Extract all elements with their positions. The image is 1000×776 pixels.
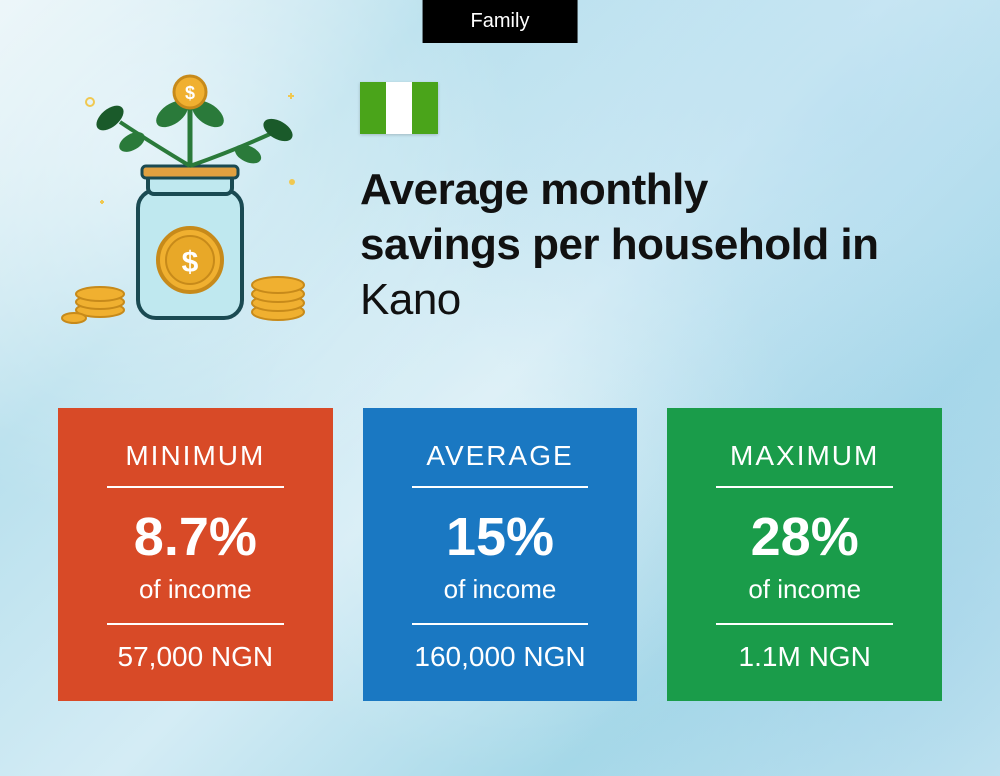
divider: [716, 486, 893, 488]
nigeria-flag-icon: [360, 82, 438, 134]
page-title: Average monthly savings per household in…: [360, 162, 940, 327]
card-label: AVERAGE: [387, 440, 614, 472]
card-sub: of income: [387, 574, 614, 605]
svg-text:$: $: [185, 83, 195, 103]
svg-text:$: $: [182, 246, 199, 279]
title-line-2: savings per household in: [360, 220, 879, 269]
card-maximum: MAXIMUM 28% of income 1.1M NGN: [667, 408, 942, 701]
card-amount: 1.1M NGN: [691, 641, 918, 673]
header-row: $ $ Avera: [60, 72, 940, 332]
card-label: MAXIMUM: [691, 440, 918, 472]
card-percent: 28%: [691, 506, 918, 568]
card-average: AVERAGE 15% of income 160,000 NGN: [363, 408, 638, 701]
card-amount: 57,000 NGN: [82, 641, 309, 673]
card-label: MINIMUM: [82, 440, 309, 472]
divider: [107, 623, 284, 625]
card-amount: 160,000 NGN: [387, 641, 614, 673]
sparkle-icon: [86, 98, 94, 106]
coin-stack-right-icon: [252, 277, 304, 320]
sparkle-icon: [289, 179, 295, 185]
plant-icon: $: [92, 76, 296, 167]
category-badge: Family: [423, 0, 578, 43]
divider: [412, 623, 589, 625]
divider: [107, 486, 284, 488]
title-line-1: Average monthly: [360, 165, 708, 214]
jar-icon: $: [138, 166, 242, 318]
card-sub: of income: [82, 574, 309, 605]
sparkle-icon: [288, 93, 294, 99]
card-percent: 8.7%: [82, 506, 309, 568]
coin-stack-left-icon: [62, 287, 124, 323]
title-block: Average monthly savings per household in…: [360, 72, 940, 327]
savings-jar-illustration: $ $: [60, 72, 320, 332]
divider: [412, 486, 589, 488]
stat-cards: MINIMUM 8.7% of income 57,000 NGN AVERAG…: [58, 408, 942, 701]
title-location: Kano: [360, 275, 461, 324]
sparkle-icon: [100, 200, 104, 204]
card-percent: 15%: [387, 506, 614, 568]
card-minimum: MINIMUM 8.7% of income 57,000 NGN: [58, 408, 333, 701]
divider: [716, 623, 893, 625]
card-sub: of income: [691, 574, 918, 605]
